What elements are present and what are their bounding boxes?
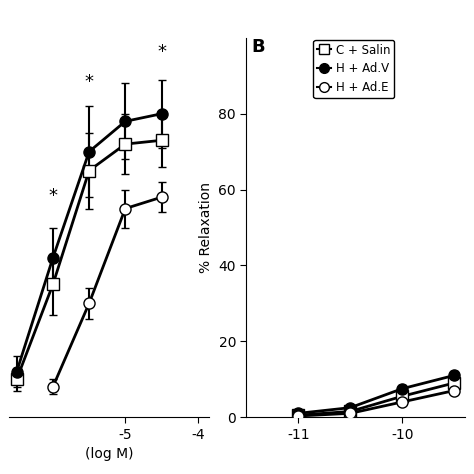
Text: *: * <box>157 43 166 61</box>
Legend: C + Salin, H + Ad.V, H + Ad.E: C + Salin, H + Ad.V, H + Ad.E <box>313 40 394 98</box>
Text: *: * <box>48 187 57 205</box>
Y-axis label: % Relaxation: % Relaxation <box>199 182 213 273</box>
Text: *: * <box>85 73 93 91</box>
Text: B: B <box>252 38 265 56</box>
X-axis label: (log M): (log M) <box>85 447 133 461</box>
